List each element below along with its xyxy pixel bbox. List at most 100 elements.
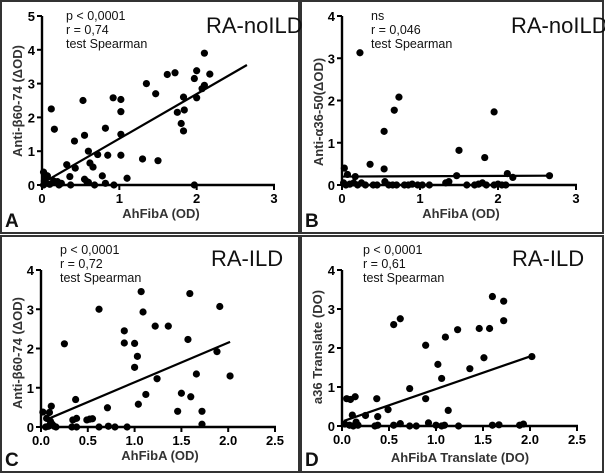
data-point: [120, 339, 128, 347]
data-point: [454, 422, 463, 430]
data-point: [50, 125, 58, 133]
data-point: [216, 302, 224, 311]
panel-b-border: [300, 0, 604, 234]
x-tick-label: 1.0: [126, 433, 144, 448]
data-point: [354, 421, 362, 429]
data-point: [488, 292, 496, 301]
data-point: [123, 423, 131, 431]
data-point: [393, 181, 401, 189]
data-point: [153, 375, 161, 383]
data-point: [380, 165, 388, 173]
x-tick-label: 0.5: [79, 433, 97, 448]
data-point: [395, 93, 403, 101]
data-point: [104, 151, 112, 159]
data-point: [174, 407, 182, 415]
data-point: [343, 170, 352, 179]
stat-test-name: test Spearman: [371, 37, 452, 51]
x-tick-label: 0.0: [333, 432, 351, 447]
x-tick-label: 1: [416, 191, 423, 206]
y-tick-label: 1: [28, 144, 35, 159]
data-point: [184, 335, 192, 344]
x-tick-label: 2.0: [219, 433, 237, 448]
data-point: [60, 340, 68, 348]
data-point: [206, 70, 214, 78]
x-tick-label: 0.0: [32, 433, 50, 448]
data-point: [373, 395, 381, 403]
data-point: [490, 108, 498, 116]
data-point: [152, 90, 160, 98]
data-point: [187, 393, 195, 401]
data-point: [83, 178, 91, 186]
data-point: [67, 181, 75, 189]
data-point: [373, 181, 381, 189]
data-point: [154, 157, 162, 165]
x-tick-label: 2.0: [521, 432, 539, 447]
panel-letter: D: [305, 450, 319, 471]
y-axis-label: a36 Translate (DO): [310, 290, 325, 404]
data-point: [120, 327, 128, 335]
data-point: [351, 393, 359, 401]
panel-a-border: [0, 0, 300, 234]
data-point: [117, 95, 125, 104]
data-point: [94, 150, 102, 159]
y-tick-label: 4: [27, 263, 35, 278]
y-tick-label: 0: [27, 420, 34, 435]
data-point: [445, 178, 453, 186]
x-tick-label: 2: [193, 191, 200, 206]
data-point: [390, 421, 398, 429]
data-point: [66, 172, 74, 181]
x-axis-label: AhFibA Translate (DO): [391, 450, 529, 465]
y-tick-label: 1: [328, 380, 335, 395]
data-point: [440, 421, 449, 429]
data-point: [495, 421, 503, 429]
x-tick-label: 2.5: [568, 432, 586, 447]
data-point: [396, 315, 404, 323]
regression-line: [45, 340, 231, 421]
data-point: [374, 413, 382, 421]
x-tick-label: 1: [116, 191, 123, 206]
y-tick-label: 3: [328, 51, 335, 66]
data-point: [482, 181, 490, 189]
data-point: [390, 321, 398, 329]
data-point: [111, 423, 119, 431]
data-point: [47, 105, 55, 113]
data-point: [109, 94, 117, 102]
data-point: [500, 317, 508, 325]
data-point: [503, 169, 511, 178]
data-point: [361, 181, 369, 189]
group-label: RA-noILD: [511, 13, 605, 38]
regression-line: [41, 64, 248, 185]
stat-p-value: p < 0,0001: [363, 243, 422, 257]
data-point: [502, 181, 510, 189]
data-point: [193, 67, 201, 75]
data-point: [463, 181, 471, 189]
y-tick-label: 2: [28, 110, 35, 125]
x-tick-label: 3: [270, 191, 277, 206]
data-point: [117, 108, 125, 116]
stat-test-name: test Spearman: [363, 271, 444, 285]
data-point: [177, 389, 185, 397]
x-axis-label: AhFibA (OD): [122, 206, 200, 221]
y-tick-label: 3: [28, 77, 35, 92]
data-point: [117, 151, 125, 159]
stat-p-value: ns: [371, 9, 384, 23]
data-point: [453, 172, 461, 180]
x-tick-label: 2: [494, 191, 501, 206]
data-point: [52, 423, 60, 431]
data-point: [198, 407, 206, 415]
data-point: [179, 127, 188, 135]
y-tick-label: 4: [328, 9, 336, 24]
data-point: [190, 74, 198, 83]
data-point: [90, 181, 99, 189]
data-point: [455, 146, 463, 154]
y-axis-label: Anti-β60-74 (ΔOD): [10, 297, 25, 409]
data-point: [361, 411, 370, 420]
data-point: [164, 322, 172, 330]
data-point: [134, 400, 142, 408]
data-point: [133, 352, 142, 360]
x-tick-label: 1.5: [172, 433, 190, 448]
group-label: RA-ILD: [512, 246, 584, 271]
data-point: [186, 289, 194, 298]
data-point: [88, 415, 97, 423]
data-point: [424, 419, 433, 427]
